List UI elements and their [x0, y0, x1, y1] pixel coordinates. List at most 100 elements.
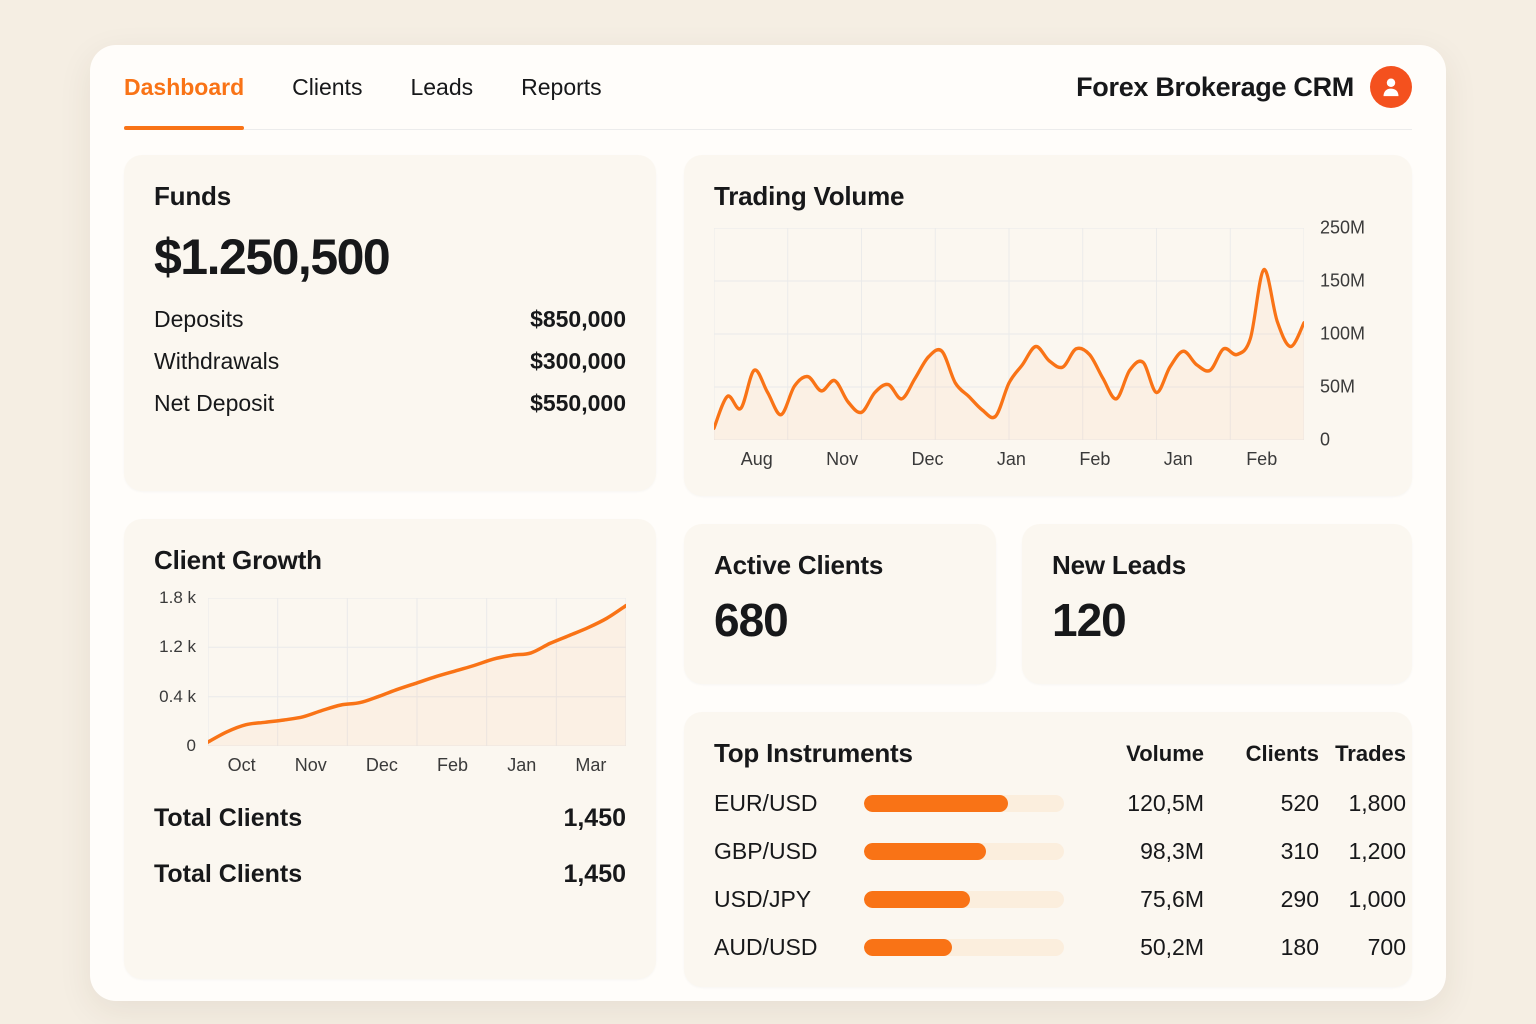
x-tick-label: Nov: [826, 449, 859, 469]
funds-row: Withdrawals $300,000: [154, 348, 626, 375]
bar-fill: [864, 843, 986, 860]
instrument-volume: 50,2M: [1140, 934, 1204, 960]
app-title: Forex Brokerage CRM: [1076, 71, 1354, 102]
instrument-clients: 310: [1280, 838, 1319, 864]
funds-card: Funds $1.250,500 Deposits $850,000 Withdra…: [124, 155, 656, 491]
client-growth-card: Client Growth 1.8 k 1.2 k 0.4 k 0 Oct Nov Dec…: [124, 519, 656, 979]
client-growth-x-axis: Oct Nov Dec Feb Jan Mar: [208, 755, 626, 776]
instrument-bar: [864, 891, 1079, 908]
bar-fill: [864, 891, 970, 908]
column-header-trades: Trades: [1335, 740, 1406, 766]
user-icon: [1383, 78, 1399, 97]
instrument-trades: 1,000: [1348, 886, 1406, 912]
trading-volume-line-chart: [714, 228, 1304, 440]
x-tick-label: Dec: [365, 755, 398, 775]
y-tick-label: 0: [1320, 429, 1331, 450]
client-growth-title: Client Growth: [154, 545, 322, 575]
instrument-bar: [864, 795, 1079, 812]
dashboard-content: Funds $1.250,500 Deposits $850,000 Withdra…: [124, 130, 1412, 987]
funds-rows: Deposits $850,000 Withdrawals $300,000 Net D…: [154, 306, 626, 417]
left-column: Funds $1.250,500 Deposits $850,000 Withdra…: [124, 155, 656, 987]
instrument-pair: EUR/USD: [714, 790, 818, 816]
trading-volume-chart-area: Aug Nov Dec Jan Feb Jan Feb 250M 150M 100M 50M 0: [714, 218, 1382, 470]
kpi-row: Active Clients 680 New Leads 120: [684, 524, 1412, 684]
column-header-volume: Volume: [1126, 740, 1204, 766]
y-tick-label: 150M: [1320, 270, 1366, 291]
instrument-volume: 98,3M: [1140, 838, 1204, 864]
x-tick-label: Dec: [911, 449, 944, 469]
bar-track: [864, 795, 1064, 812]
bar-track: [864, 939, 1064, 956]
x-tick-label: Jan: [996, 449, 1026, 469]
nav-item-clients[interactable]: Clients: [292, 73, 363, 100]
new-leads-title: New Leads: [1052, 550, 1187, 580]
instrument-volume: 75,6M: [1140, 886, 1204, 912]
client-growth-stat-row: Total Clients 1,450: [154, 804, 626, 833]
funds-total: $1.250,500: [154, 229, 391, 285]
y-tick-label: 1.2 k: [159, 637, 196, 657]
stat-value: 1,450: [563, 860, 626, 888]
top-instruments-title: Top Instruments: [714, 738, 913, 768]
x-tick-label: Jan: [507, 755, 537, 775]
x-tick-label: Feb: [1079, 449, 1111, 469]
instrument-pair: USD/JPY: [714, 886, 812, 912]
trading-volume-plot: Aug Nov Dec Jan Feb Jan Feb: [714, 228, 1304, 470]
funds-title: Funds: [154, 181, 231, 211]
instrument-clients: 520: [1280, 790, 1319, 816]
user-avatar-button[interactable]: [1370, 66, 1412, 108]
funds-row-label: Withdrawals: [154, 348, 280, 374]
x-tick-label: Aug: [740, 449, 773, 469]
bar-track: [864, 843, 1064, 860]
stat-label: Total Clients: [154, 860, 303, 888]
nav-item-dashboard[interactable]: Dashboard: [124, 45, 245, 130]
stat-label: Total Clients: [154, 804, 303, 832]
instrument-pair: GBP/USD: [714, 838, 818, 864]
instrument-bar: [864, 843, 1079, 860]
client-growth-y-axis: 1.8 k 1.2 k 0.4 k 0: [154, 588, 208, 755]
y-tick-label: 100M: [1320, 323, 1366, 344]
trading-volume-y-axis: 250M 150M 100M 50M 0: [1320, 218, 1382, 450]
top-instruments-table: Top Instruments Volume Clients Trades EUR/US…: [714, 738, 1406, 961]
funds-row: Net Deposit $550,000: [154, 390, 626, 417]
x-tick-label: Feb: [437, 755, 469, 775]
trading-volume-title: Trading Volume: [714, 181, 905, 211]
nav-item-leads[interactable]: Leads: [410, 73, 474, 100]
y-tick-label: 250M: [1320, 217, 1366, 238]
instrument-volume: 120,5M: [1127, 790, 1204, 816]
instrument-trades: 1,800: [1348, 790, 1406, 816]
client-growth-stat-row: Total Clients 1,450: [154, 860, 626, 889]
instrument-pair: AUD/USD: [714, 934, 818, 960]
funds-row-label: Net Deposit: [154, 390, 275, 416]
funds-row-value: $550,000: [530, 390, 626, 416]
top-nav: Dashboard Clients Leads Reports Forex Broke…: [124, 45, 1412, 130]
y-tick-label: 1.8 k: [159, 588, 196, 607]
top-instruments-card: Top Instruments Volume Clients Trades EUR/US…: [684, 712, 1412, 987]
nav-item-reports[interactable]: Reports: [521, 73, 602, 100]
y-tick-label: 0.4 k: [159, 686, 196, 706]
bar-fill: [864, 795, 1008, 812]
nav-right: Forex Brokerage CRM: [1076, 66, 1412, 108]
client-growth-chart-area: 1.8 k 1.2 k 0.4 k 0 Oct Nov Dec Feb Jan Mar: [154, 588, 626, 776]
instrument-trades: 700: [1367, 934, 1406, 960]
y-tick-label: 50M: [1320, 376, 1356, 397]
instrument-clients: 290: [1280, 886, 1319, 912]
right-column: Trading Volume Aug Nov Dec Jan Feb Jan Feb 250…: [684, 155, 1412, 987]
trading-volume-x-axis: Aug Nov Dec Jan Feb Jan Feb: [714, 449, 1304, 470]
nav-tabs: Dashboard Clients Leads Reports: [124, 45, 602, 130]
new-leads-value: 120: [1052, 594, 1127, 646]
instrument-trades: 1,200: [1348, 838, 1406, 864]
instrument-bar: [864, 939, 1079, 956]
funds-row: Deposits $850,000: [154, 306, 626, 333]
x-tick-label: Mar: [575, 755, 607, 775]
active-clients-value: 680: [714, 594, 789, 646]
x-tick-label: Oct: [227, 755, 256, 775]
instrument-clients: 180: [1280, 934, 1319, 960]
active-clients-title: Active Clients: [714, 550, 884, 580]
x-tick-label: Nov: [294, 755, 327, 775]
funds-row-value: $850,000: [530, 306, 626, 332]
stat-value: 1,450: [563, 804, 626, 832]
y-tick-label: 0: [186, 736, 196, 755]
x-tick-label: Jan: [1163, 449, 1193, 469]
client-growth-stats: Total Clients 1,450 Total Clients 1,450: [154, 804, 626, 889]
funds-row-value: $300,000: [530, 348, 626, 374]
